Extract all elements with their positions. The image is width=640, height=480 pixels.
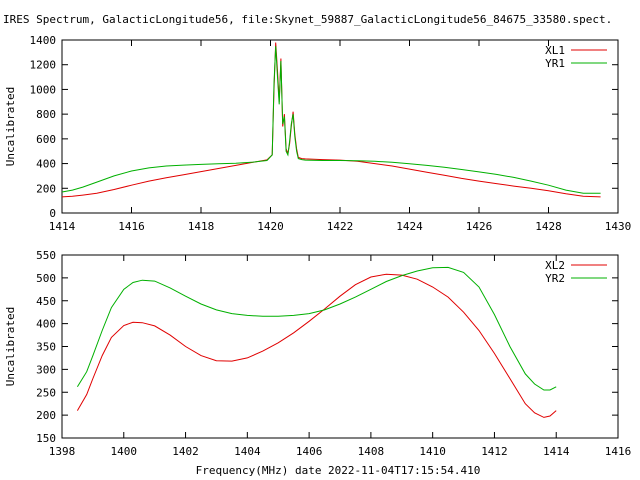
- y-tick-label: 550: [36, 249, 56, 262]
- y-tick-label: 400: [36, 158, 56, 171]
- x-tick-label: 1414: [543, 445, 570, 458]
- legend-label-xl1: XL1: [545, 44, 565, 57]
- y-tick-label: 800: [36, 108, 56, 121]
- series-line-xl2: [76, 273, 557, 418]
- plot-frame: [61, 254, 619, 439]
- x-tick-label: 1406: [296, 445, 323, 458]
- y-axis-label: Uncalibrated: [4, 87, 17, 166]
- x-tick-label: 1416: [605, 445, 632, 458]
- y-tick-label: 600: [36, 133, 56, 146]
- y-tick-label: 200: [36, 409, 56, 422]
- figure-title: IRES Spectrum, GalacticLongitude56, file…: [3, 13, 612, 26]
- x-tick-label: 1416: [118, 220, 145, 233]
- legend-label-xl2: XL2: [545, 259, 565, 272]
- x-tick-label: 1414: [49, 220, 76, 233]
- top-spectrum-panel: 1414 1416 1418 1420 1422 1424 1426 1428 1430 0 200…: [4, 34, 631, 233]
- y-tick-label: 350: [36, 341, 56, 354]
- y-tick-label: 200: [36, 182, 56, 195]
- y-tick-label: 500: [36, 272, 56, 285]
- y-tick-label: 1200: [30, 59, 57, 72]
- x-tick-label: 1412: [481, 445, 508, 458]
- y-axis-label: Uncalibrated: [4, 307, 17, 386]
- series-line-yr2: [76, 266, 557, 391]
- x-tick-label: 1428: [535, 220, 562, 233]
- y-tick-label: 250: [36, 386, 56, 399]
- bottom-spectrum-panel: 1398 1400 1402 1404 1406 1408 1410 1412 1414 1416…: [4, 249, 631, 458]
- x-tick-label: 1404: [234, 445, 261, 458]
- y-tick-label: 1400: [30, 34, 57, 47]
- x-tick-label: 1398: [49, 445, 76, 458]
- y-tick-label: 1000: [30, 83, 57, 96]
- x-tick-label: 1422: [327, 220, 354, 233]
- legend-label-yr2: YR2: [545, 272, 565, 285]
- x-axis-label: Frequency(MHz) date 2022-11-04T17:15:54.…: [196, 464, 481, 477]
- y-tick-label: 450: [36, 295, 56, 308]
- x-tick-label: 1400: [111, 445, 138, 458]
- x-tick-label: 1402: [172, 445, 199, 458]
- x-tick-label: 1418: [188, 220, 215, 233]
- x-tick-label: 1426: [466, 220, 493, 233]
- legend-label-yr1: YR1: [545, 57, 565, 70]
- y-tick-label: 0: [49, 207, 56, 220]
- x-tick-label: 1410: [419, 445, 446, 458]
- series-line-yr1: [61, 46, 601, 194]
- y-tick-label: 300: [36, 363, 56, 376]
- y-tick-label: 400: [36, 318, 56, 331]
- x-tick-label: 1408: [358, 445, 385, 458]
- plot-frame: [61, 39, 619, 214]
- x-tick-label: 1420: [257, 220, 284, 233]
- series-line-xl1: [61, 42, 601, 198]
- x-tick-label: 1424: [396, 220, 423, 233]
- x-tick-label: 1430: [605, 220, 632, 233]
- y-tick-label: 150: [36, 432, 56, 445]
